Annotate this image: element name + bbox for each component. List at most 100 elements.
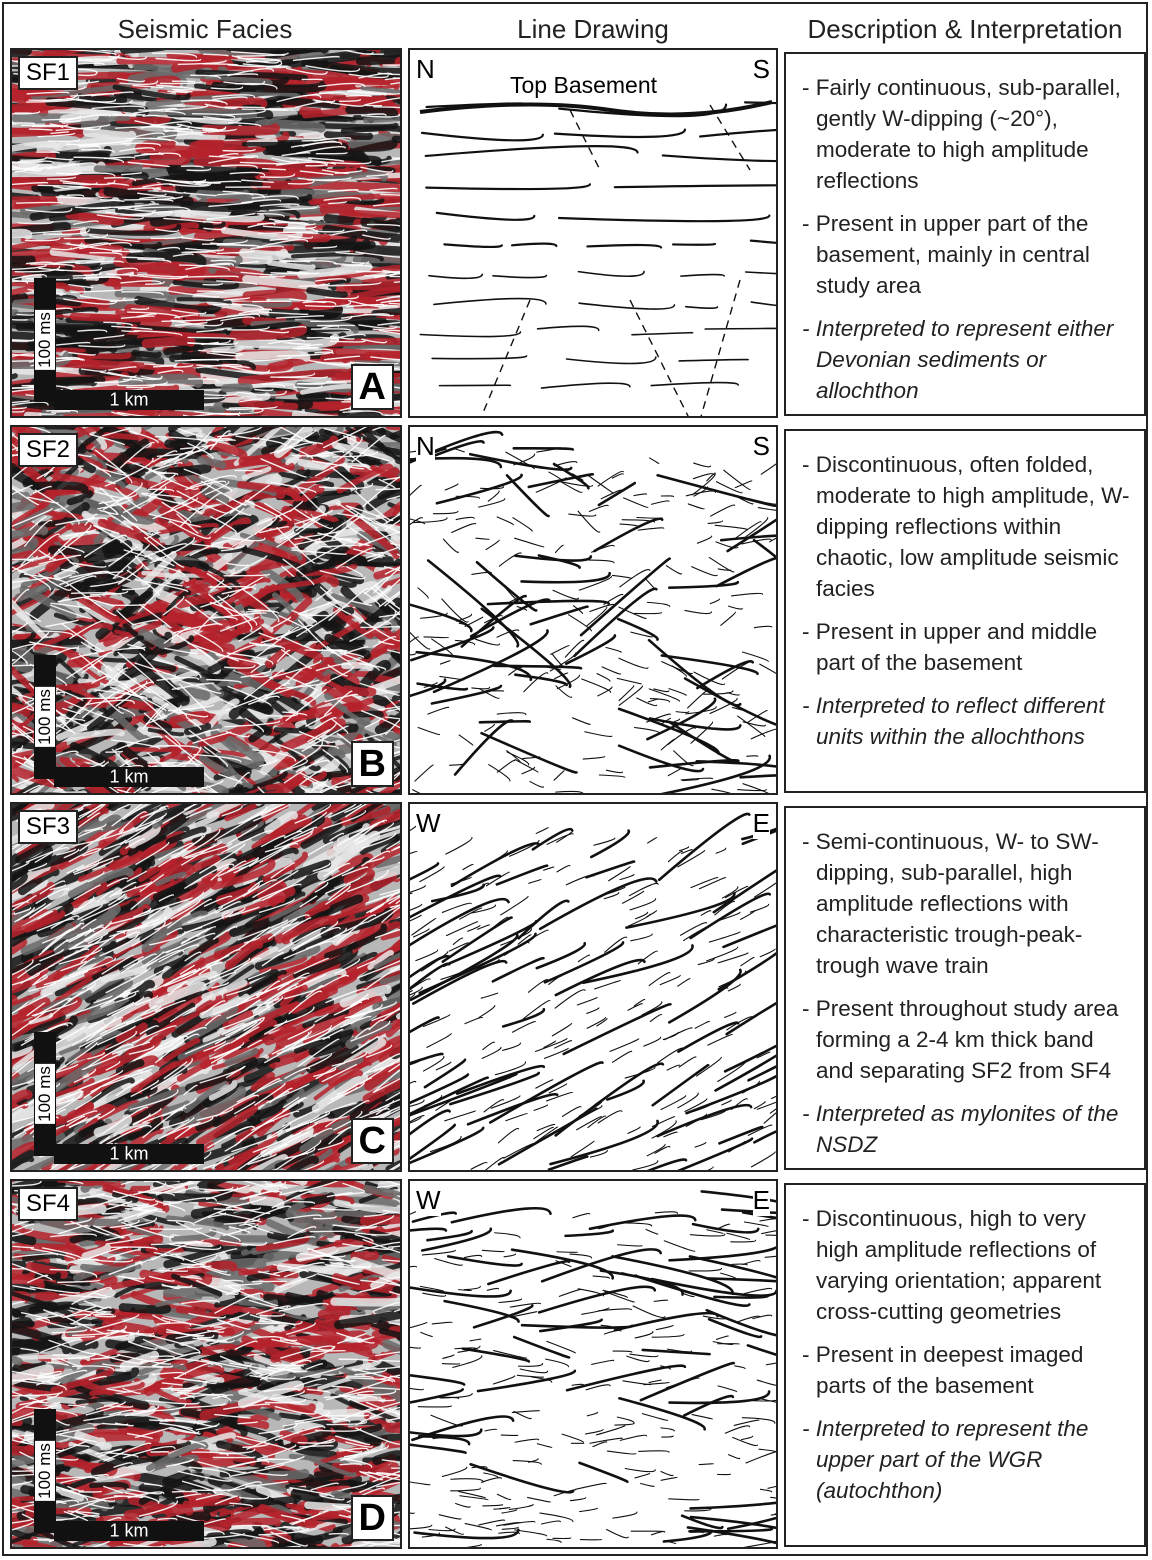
time-scale-label: 100 ms (35, 687, 55, 747)
seismic-reflection (233, 333, 340, 349)
seismic-trough (119, 441, 155, 469)
seismic-reflection (12, 320, 117, 330)
seismic-trough (283, 940, 334, 960)
seismic-trough (275, 679, 331, 690)
seismic-trough (117, 203, 160, 210)
seismic-reflection (363, 115, 400, 124)
seismic-trough (12, 401, 49, 406)
minor-line (633, 998, 646, 1007)
seismic-trough (51, 247, 72, 251)
seismic-trough (341, 866, 369, 877)
minor-line (410, 885, 426, 893)
description-bullet: - Present in upper part of the basement,… (802, 211, 1090, 298)
seismic-trough (276, 743, 307, 760)
minor-line (660, 1095, 687, 1111)
minor-line (586, 1007, 600, 1014)
seismic-trough (137, 258, 172, 263)
seismic-reflection (166, 164, 260, 176)
minor-line (759, 663, 776, 674)
seismic-reflection (12, 228, 33, 240)
seismic-trough (199, 1066, 245, 1084)
seismic-reflection (224, 804, 259, 822)
reflector-line (537, 554, 581, 569)
seismic-trough (28, 862, 48, 872)
seismic-reflection (121, 607, 167, 624)
reflector-line (441, 916, 513, 964)
minor-line (663, 1131, 678, 1138)
seismic-trough (12, 992, 54, 1015)
seismic-trough (269, 238, 289, 241)
minor-line (536, 446, 561, 453)
seismic-trough (362, 234, 391, 240)
seismic-trough (100, 990, 126, 1008)
seismic-trough (162, 596, 185, 616)
seismic-trough (184, 480, 227, 491)
seismic-trough (225, 365, 271, 374)
seismic-trough (81, 93, 114, 97)
minor-line (509, 839, 540, 857)
seismic-reflection (77, 850, 143, 882)
minor-line (554, 544, 564, 554)
seismic-reflection (12, 1044, 33, 1060)
seismic-trough (25, 846, 69, 863)
seismic-trough (252, 300, 292, 303)
seismic-reflection (93, 162, 144, 173)
seismic-trough (134, 555, 150, 571)
minor-line (708, 556, 735, 573)
seismic-reflection (53, 907, 117, 955)
seismic-trough (328, 883, 351, 901)
seismic-trough (371, 1008, 400, 1022)
seismic-reflection (254, 427, 314, 438)
seismic-trough (283, 757, 325, 784)
seismic-trough (193, 630, 224, 652)
minor-line (633, 612, 663, 615)
seismic-reflection (398, 959, 400, 964)
reflector-line (505, 474, 550, 518)
seismic-trough (114, 735, 163, 751)
seismic-trough (31, 1000, 78, 1017)
seismic-trough (105, 1060, 121, 1071)
reflector-line (577, 270, 645, 277)
seismic-reflection (386, 1095, 400, 1105)
seismic-trough (134, 120, 191, 130)
seismic-trough (12, 122, 36, 125)
seismic-trough (61, 623, 105, 653)
seismic-reflection (135, 834, 167, 852)
seismic-reflection (12, 786, 16, 792)
minor-line (410, 989, 413, 993)
seismic-trough (391, 772, 400, 782)
seismic-reflection (12, 1072, 20, 1083)
seismic-trough (358, 530, 400, 547)
seismic-trough (202, 282, 224, 286)
seismic-trough (12, 484, 33, 496)
seismic-trough (83, 597, 115, 607)
minor-line (551, 1022, 573, 1037)
seismic-reflection (12, 550, 34, 561)
seismic-trough (149, 536, 195, 564)
seismic-reflection (253, 1099, 288, 1121)
seismic-reflection (12, 636, 85, 648)
seismic-trough (170, 898, 201, 920)
seismic-reflection (211, 345, 244, 353)
seismic-trough (69, 571, 104, 579)
minor-line (717, 1060, 747, 1083)
seismic-trough (372, 1069, 400, 1094)
seismic-trough (107, 371, 163, 381)
seismic-trough (130, 891, 157, 910)
reflector-line (488, 1061, 604, 1124)
reflector-line (719, 534, 776, 542)
seismic-trough (77, 1069, 124, 1091)
reflector-line (432, 629, 549, 694)
seismic-trough (270, 481, 317, 494)
seismic-trough (226, 986, 252, 997)
seismic-trough (128, 430, 159, 444)
minor-line (458, 622, 470, 627)
minor-line (654, 1145, 671, 1154)
seismic-trough (311, 460, 365, 470)
seismic-trough (299, 768, 327, 786)
seismic-trough (219, 1003, 269, 1030)
seismic-trough (141, 492, 182, 499)
minor-line (694, 1020, 710, 1029)
seismic-trough (78, 145, 101, 149)
minor-line (609, 1038, 640, 1052)
